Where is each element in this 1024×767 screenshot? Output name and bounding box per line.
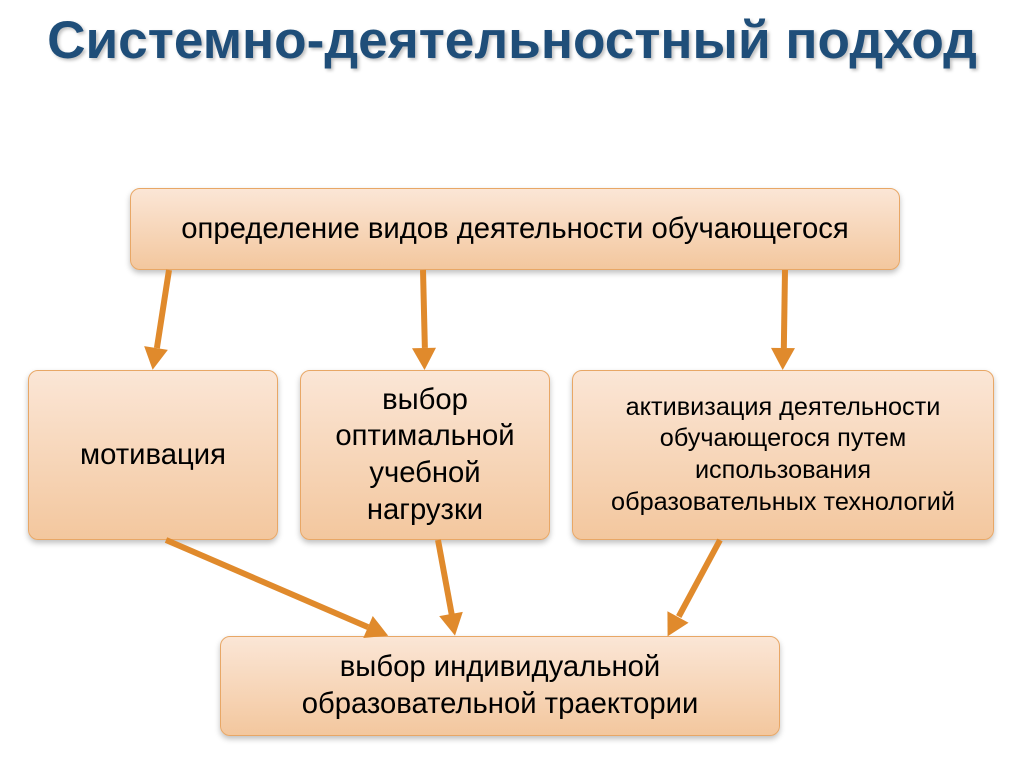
node-mid-label: выбор оптимальной учебной нагрузки xyxy=(319,382,531,528)
arrow-top-to-left xyxy=(153,270,171,349)
arrow-top-to-left-head xyxy=(141,346,168,371)
node-right-label: активизация деятельности обучающегося пу… xyxy=(591,392,975,518)
node-top: определение видов деятельности обучающег… xyxy=(130,188,900,270)
node-bottom: выбор индивидуальной образовательной тра… xyxy=(220,636,780,736)
node-top-label: определение видов деятельности обучающег… xyxy=(181,211,848,248)
node-left-label: мотивация xyxy=(80,437,226,474)
diagram-canvas: Системно-деятельностный подход определен… xyxy=(0,0,1024,767)
diagram-title: Системно-деятельностный подход xyxy=(0,10,1024,71)
node-bottom-label: выбор индивидуальной образовательной тра… xyxy=(239,649,761,722)
arrow-top-to-mid-head xyxy=(412,348,437,371)
arrow-mid-to-bottom xyxy=(435,539,455,614)
node-mid: выбор оптимальной учебной нагрузки xyxy=(300,370,550,540)
arrow-left-to-bottom xyxy=(164,537,369,630)
arrow-right-to-bottom xyxy=(676,539,723,618)
arrow-top-to-mid xyxy=(420,270,428,348)
arrow-top-to-right xyxy=(780,270,787,348)
arrow-mid-to-bottom-head xyxy=(439,612,467,638)
node-right: активизация деятельности обучающегося пу… xyxy=(572,370,994,540)
arrow-top-to-right-head xyxy=(771,348,795,370)
node-left: мотивация xyxy=(28,370,278,540)
